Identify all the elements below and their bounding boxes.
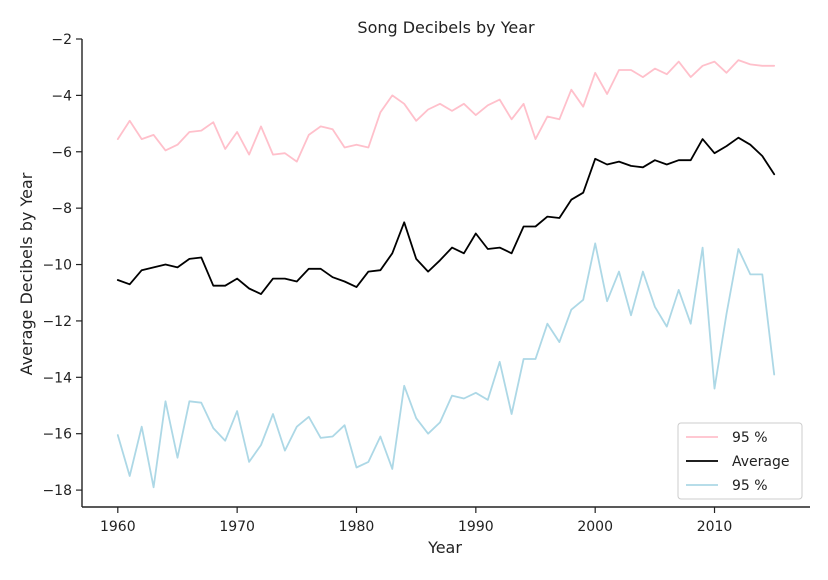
series-line-3 <box>116 242 776 489</box>
legend-label: 95 % <box>732 478 768 494</box>
legend-box <box>677 422 803 500</box>
y-tick-label: −18 <box>42 483 72 499</box>
x-tick-label: 1970 <box>219 519 255 535</box>
x-tick-label: 1980 <box>339 519 375 535</box>
x-tick-label: 2000 <box>577 519 613 535</box>
series-line-2 <box>116 136 776 296</box>
series-lines <box>116 59 776 489</box>
chart-title: Song Decibels by Year <box>357 18 535 37</box>
y-tick-label: −6 <box>51 145 72 161</box>
axes: 1960 1970 1980 1990 2000 2010 −18 −16 −14 −12 −10 −… <box>42 32 810 535</box>
y-tick-label: −12 <box>42 314 72 330</box>
x-tick-label: 1990 <box>458 519 494 535</box>
legend-label: 95 % <box>732 430 768 446</box>
x-tick-label: 2010 <box>697 519 733 535</box>
y-tick-label: −16 <box>42 427 72 443</box>
y-tick-label: −8 <box>51 201 72 217</box>
x-axis-title: Year <box>427 538 462 557</box>
series-line-1 <box>116 59 776 163</box>
y-tick-label: −14 <box>42 370 72 386</box>
legend: 95 % Average 95 % <box>677 422 803 500</box>
x-tick-label: 1960 <box>100 519 136 535</box>
legend-label: Average <box>732 454 790 470</box>
y-tick-label: −4 <box>51 88 72 104</box>
y-tick-label: −10 <box>42 258 72 274</box>
y-axis-title: Average Decibels by Year <box>17 172 36 375</box>
y-tick-label: −2 <box>51 32 72 48</box>
